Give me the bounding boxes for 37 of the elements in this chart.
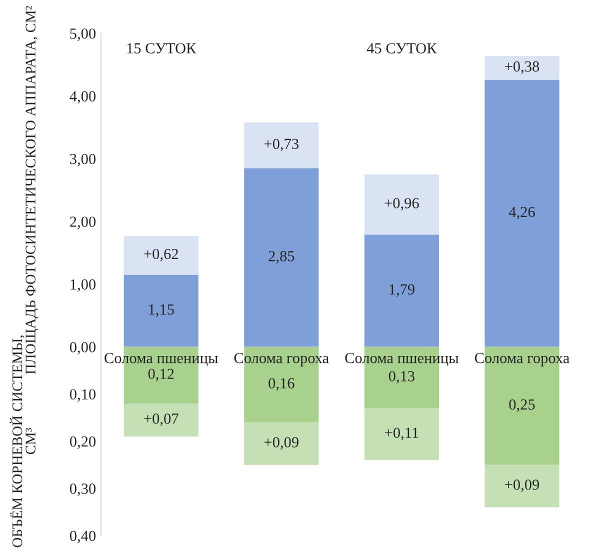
y-tick-label: 5,00 xyxy=(70,28,96,41)
y-tick-label: 1,00 xyxy=(70,279,96,292)
bar xyxy=(364,408,439,460)
data-label: 0,16 xyxy=(268,378,294,391)
data-label: +0,09 xyxy=(264,437,298,450)
bar xyxy=(484,464,560,508)
annotation: 45 СУТОК xyxy=(366,43,437,54)
y-tick-label: 0,20 xyxy=(70,436,96,449)
data-label: 1,15 xyxy=(149,304,174,317)
data-label: +0,38 xyxy=(505,61,540,74)
y-tick-label: 2,00 xyxy=(70,216,96,230)
bar xyxy=(364,174,439,235)
y-tick-label: 3,00 xyxy=(70,154,96,166)
data-label: 0,13 xyxy=(388,371,414,384)
data-label: +0,07 xyxy=(144,414,178,426)
y-tick-label: 4,00 xyxy=(70,91,96,104)
y-axis-title: ПЛОЩАДЬ ФОТОСИНТЕТИЧЕСКОГО АППАРАТА, СМ² xyxy=(26,6,38,374)
data-label: 2,85 xyxy=(268,251,294,264)
y-tick-label: 0,10 xyxy=(70,389,96,402)
data-label: 0,12 xyxy=(148,368,174,382)
bar xyxy=(124,236,198,275)
data-label: 1,79 xyxy=(390,284,414,297)
y-tick-label: 0,00 xyxy=(70,342,96,355)
data-label: +0,62 xyxy=(144,248,178,262)
data-label: 4,26 xyxy=(508,206,535,220)
data-label: +0,09 xyxy=(505,480,540,492)
bar xyxy=(244,122,319,168)
bar xyxy=(484,56,560,80)
bar xyxy=(244,422,319,465)
annotation: 15 СУТОК xyxy=(127,43,196,54)
y-tick-label: 0,30 xyxy=(70,484,96,496)
data-label: +0,73 xyxy=(264,138,298,152)
data-label: 0,25 xyxy=(509,399,535,412)
data-label: +0,96 xyxy=(384,198,419,211)
y-tick-label: 0,40 xyxy=(70,530,96,544)
data-label: +0,11 xyxy=(385,428,418,440)
bar xyxy=(124,403,198,437)
